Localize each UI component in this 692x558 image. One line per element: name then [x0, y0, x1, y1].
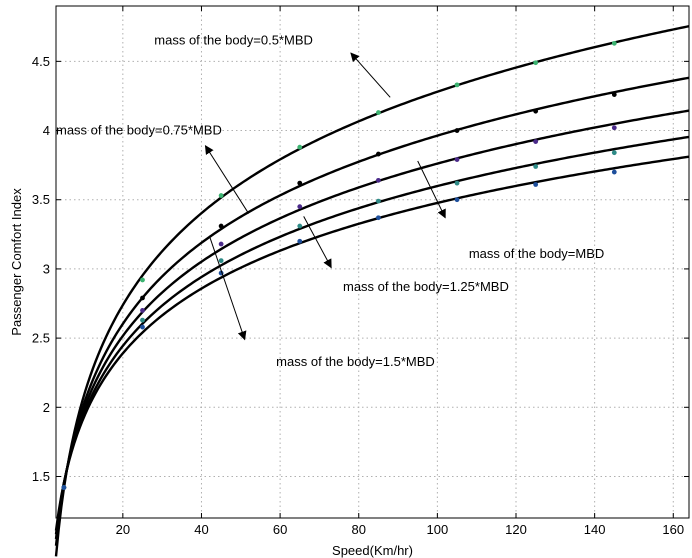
- data-point: [140, 308, 145, 313]
- data-point: [611, 92, 617, 97]
- data-point: [297, 180, 303, 186]
- data-point: [297, 238, 303, 244]
- annotation-label: mass of the body=1.25*MBD: [343, 279, 509, 294]
- annotation-label: mass of the body=0.75*MBD: [56, 123, 222, 138]
- plot-frame: [55, 5, 690, 519]
- y-tick-label: 3: [43, 261, 50, 276]
- x-tick-label: 60: [273, 522, 287, 537]
- data-point: [611, 125, 617, 131]
- x-tick-label: 40: [194, 522, 208, 537]
- series-line: [54, 135, 690, 535]
- data-point: [375, 215, 381, 221]
- annotation-arrow: [204, 145, 250, 214]
- data-point: [218, 223, 224, 229]
- data-point: [533, 60, 539, 66]
- y-tick-label: 4.5: [32, 54, 50, 69]
- data-point: [297, 144, 303, 150]
- data-point: [375, 110, 381, 115]
- data-point: [218, 241, 224, 247]
- x-tick-label: 160: [662, 522, 684, 537]
- annotation-arrow: [350, 52, 391, 98]
- series-line: [54, 76, 690, 546]
- data-point: [218, 258, 224, 264]
- series-line: [54, 109, 690, 540]
- data-point: [611, 150, 617, 156]
- data-point: [611, 169, 617, 175]
- y-tick-label: 1.5: [32, 469, 50, 484]
- data-point: [454, 197, 460, 203]
- data-point: [375, 151, 381, 157]
- series-line: [54, 155, 690, 531]
- data-point: [533, 182, 539, 187]
- y-tick-label: 2: [43, 400, 50, 415]
- data-point: [297, 223, 303, 229]
- x-tick-label: 120: [505, 522, 527, 537]
- x-axis-label: Speed(Km/hr): [332, 543, 413, 558]
- data-point: [454, 180, 460, 186]
- data-point: [454, 82, 460, 88]
- y-tick-label: 3.5: [32, 192, 50, 207]
- axis-ticks: 20 40 60 80 100 120 140 160 1.5 2 2.5 3 3.5 4 4.5: [32, 6, 689, 537]
- data-point: [140, 295, 145, 301]
- y-tick-label: 4: [43, 123, 50, 138]
- series-line: [54, 25, 690, 557]
- data-point: [454, 128, 460, 133]
- data-point: [611, 40, 617, 46]
- y-axis-label: Passenger Comfort Index: [9, 188, 24, 336]
- data-point: [375, 198, 381, 204]
- data-point: [218, 193, 224, 198]
- data-point: [454, 157, 460, 163]
- data-point: [375, 177, 381, 183]
- x-tick-label: 100: [427, 522, 449, 537]
- data-point: [297, 204, 303, 210]
- annotations: mass of the body=0.5*MBD mass of the body…: [56, 33, 604, 369]
- data-point: [140, 317, 145, 323]
- annotation-label: mass of the body=1.5*MBD: [276, 354, 435, 369]
- annotation-label: mass of the body=MBD: [469, 246, 604, 261]
- data-point: [140, 324, 145, 330]
- annotation-arrow: [303, 216, 332, 269]
- annotation-arrow: [208, 235, 247, 341]
- data-point: [533, 139, 539, 145]
- data-point: [140, 277, 145, 283]
- y-tick-label: 2.5: [32, 331, 50, 346]
- annotation-arrow: [417, 160, 446, 219]
- annotation-label: mass of the body=0.5*MBD: [154, 33, 313, 48]
- grid: [56, 6, 689, 518]
- data-point: [61, 485, 67, 490]
- x-tick-label: 80: [352, 522, 366, 537]
- x-tick-label: 20: [116, 522, 130, 537]
- data-point: [533, 108, 539, 114]
- series-curves: [54, 25, 690, 557]
- x-tick-label: 140: [584, 522, 606, 537]
- data-point: [533, 164, 539, 169]
- series-markers: [61, 40, 617, 490]
